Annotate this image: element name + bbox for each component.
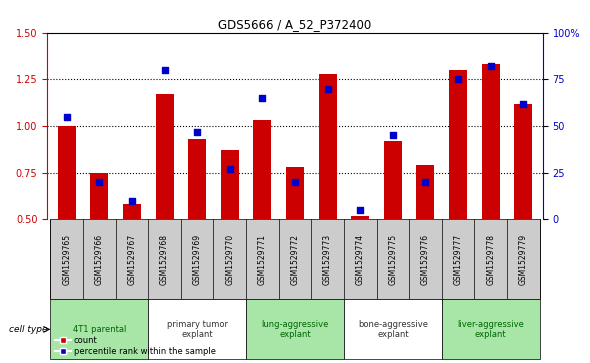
Text: bone-aggressive
explant: bone-aggressive explant — [358, 320, 428, 339]
Text: primary tumor
explant: primary tumor explant — [167, 320, 228, 339]
Text: GSM1529771: GSM1529771 — [258, 234, 267, 285]
Text: GSM1529772: GSM1529772 — [290, 234, 300, 285]
Bar — [188, 139, 206, 219]
Point — [323, 86, 332, 91]
Text: liver-aggressive
explant: liver-aggressive explant — [457, 320, 524, 339]
Bar — [51, 299, 148, 359]
Bar — [417, 165, 434, 219]
Text: GSM1529779: GSM1529779 — [519, 234, 527, 285]
Text: GSM1529768: GSM1529768 — [160, 234, 169, 285]
Point — [94, 179, 104, 185]
Text: GSM1529773: GSM1529773 — [323, 234, 332, 285]
Point — [160, 67, 169, 73]
Bar — [481, 64, 500, 219]
Title: GDS5666 / A_52_P372400: GDS5666 / A_52_P372400 — [218, 19, 372, 32]
Point — [192, 129, 202, 135]
Text: GSM1529767: GSM1529767 — [127, 234, 136, 285]
Bar — [319, 74, 336, 219]
Point — [486, 64, 496, 69]
Point — [519, 101, 528, 106]
Text: GSM1529766: GSM1529766 — [95, 234, 104, 285]
Bar — [384, 141, 402, 219]
Point — [127, 198, 137, 204]
Text: cell type: cell type — [9, 325, 48, 334]
Point — [290, 179, 300, 185]
Bar — [90, 173, 109, 219]
Text: lung-aggressive
explant: lung-aggressive explant — [261, 320, 329, 339]
Point — [356, 207, 365, 213]
Bar — [254, 121, 271, 219]
Text: GSM1529776: GSM1529776 — [421, 234, 430, 285]
Bar — [351, 216, 369, 219]
Point — [421, 179, 430, 185]
Bar — [156, 94, 173, 219]
Text: GSM1529770: GSM1529770 — [225, 234, 234, 285]
Bar — [221, 150, 239, 219]
Bar — [148, 299, 246, 359]
Bar — [246, 299, 344, 359]
Point — [258, 95, 267, 101]
Bar — [449, 70, 467, 219]
Bar — [514, 103, 532, 219]
Bar — [286, 167, 304, 219]
Text: GSM1529775: GSM1529775 — [388, 234, 397, 285]
Point — [453, 77, 463, 82]
Text: 4T1 parental: 4T1 parental — [73, 325, 126, 334]
Text: GSM1529774: GSM1529774 — [356, 234, 365, 285]
Bar — [442, 299, 539, 359]
Point — [62, 114, 71, 119]
Text: GSM1529769: GSM1529769 — [193, 234, 202, 285]
Text: GSM1529777: GSM1529777 — [454, 234, 463, 285]
Point — [225, 166, 234, 172]
Legend: count, percentile rank within the sample: count, percentile rank within the sample — [51, 333, 219, 359]
Text: GSM1529778: GSM1529778 — [486, 234, 495, 285]
Bar — [344, 299, 442, 359]
Point — [388, 132, 398, 138]
Bar — [58, 126, 76, 219]
Bar — [123, 204, 141, 219]
Text: GSM1529765: GSM1529765 — [63, 234, 71, 285]
